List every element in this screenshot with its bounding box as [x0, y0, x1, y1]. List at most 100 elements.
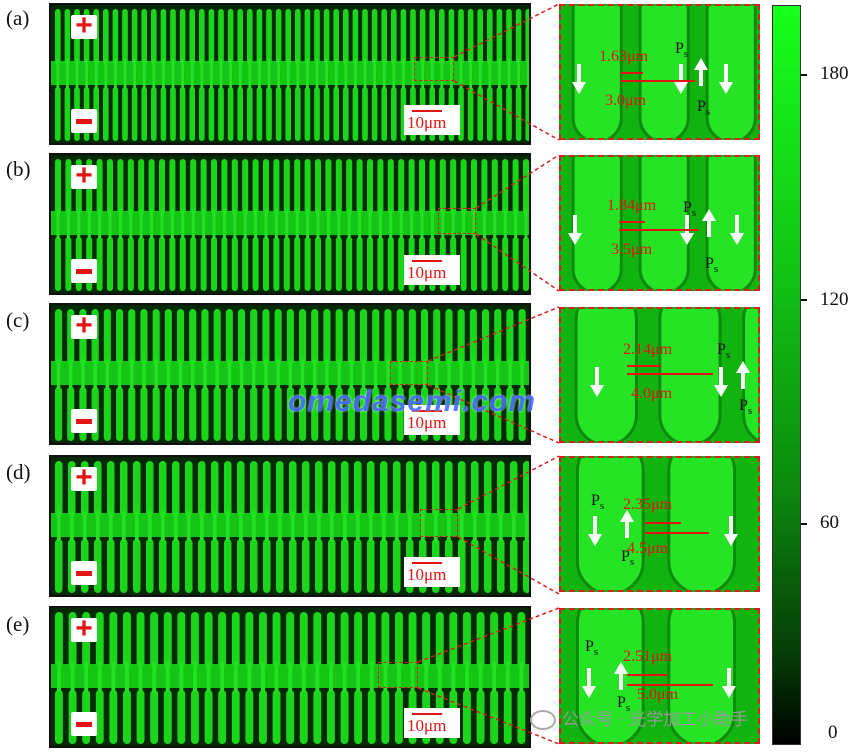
period-measure-top: 2.14μm — [623, 341, 673, 358]
scale-bar: 10μm — [404, 255, 460, 285]
scale-bar: 10μm — [404, 708, 460, 738]
scale-line — [412, 562, 442, 564]
scale-bar: 10μm — [404, 405, 460, 435]
minus-electrode — [71, 409, 97, 433]
minus-sign — [76, 119, 92, 124]
panel-label-b: (b) — [6, 157, 31, 181]
inset-a: 1.63μm 3.0μm Ps Ps — [559, 4, 760, 140]
measure-line-short — [627, 365, 661, 367]
inset-domains — [571, 6, 757, 138]
inset-domains — [568, 157, 757, 289]
ps-label: Ps — [739, 397, 753, 418]
scale-line — [412, 110, 442, 112]
measure-line-long — [627, 684, 713, 686]
arrow-down-icon — [572, 64, 586, 94]
period-measure-top: 1.84μm — [607, 197, 657, 214]
arrow-down-icon — [730, 215, 744, 245]
plus-electrode: + — [71, 11, 97, 41]
period-measure-top: 2.51μm — [623, 648, 673, 665]
scale-label: 10μm — [407, 413, 447, 432]
inset-e: 2.51μm 5.0μm Ps Ps — [559, 608, 760, 744]
arrow-up-icon — [736, 361, 750, 389]
inset-domains — [575, 610, 737, 742]
minus-electrode — [71, 259, 97, 283]
plus-electrode: + — [71, 161, 97, 191]
panel-label-d: (d) — [6, 460, 31, 484]
zoom-region-e — [378, 662, 418, 688]
ps-label: Ps — [697, 98, 711, 119]
scale-label: 10μm — [407, 565, 447, 584]
plus-sign: + — [75, 159, 93, 192]
panel-label-a: (a) — [6, 6, 30, 30]
measure-line-long — [645, 532, 709, 534]
zoom-region-b — [438, 208, 476, 234]
plus-electrode: + — [71, 311, 97, 341]
ps-label: Ps — [683, 199, 697, 220]
panel-label-e: (e) — [6, 612, 30, 636]
scale-label: 10μm — [407, 263, 447, 282]
scale-line — [412, 410, 442, 412]
plus-electrode: + — [71, 614, 97, 644]
minus-sign — [76, 419, 92, 424]
inset-domains — [575, 458, 738, 590]
arrow-down-icon — [568, 215, 582, 245]
plus-sign: + — [75, 461, 93, 494]
domain-image-e: + 10μm — [49, 606, 531, 748]
credit-text: 公众号 · 光学加工小助手 — [562, 710, 749, 730]
plus-electrode: + — [71, 463, 97, 493]
period-measure-bottom: 4.5μm — [627, 540, 669, 557]
ps-label: Ps — [675, 40, 689, 61]
minus-electrode — [71, 561, 97, 585]
zoom-region-d — [420, 509, 458, 537]
domain-image-b: + 10μm — [49, 153, 531, 295]
arrow-up-icon — [614, 662, 628, 690]
measure-line-long — [627, 373, 713, 375]
scale-line — [412, 713, 442, 715]
scale-label: 10μm — [407, 716, 447, 735]
colorbar-label: 120 — [820, 289, 849, 310]
colorbar-label: 180 — [820, 63, 849, 84]
arrow-up-icon — [702, 209, 716, 237]
colorbar-tick — [801, 74, 807, 76]
measure-line-short — [627, 674, 667, 676]
stripe-pattern — [51, 305, 529, 443]
arrow-down-icon — [680, 215, 694, 245]
arrow-up-icon — [694, 58, 708, 86]
period-measure-top: 1.63μm — [599, 48, 649, 65]
domain-image-a: + 10μm — [49, 3, 531, 145]
colorbar-label: 60 — [820, 512, 839, 533]
minus-sign — [76, 722, 92, 727]
measure-line-long — [621, 80, 695, 82]
minus-sign — [76, 571, 92, 576]
colorbar — [772, 5, 801, 745]
panel-label-c: (c) — [6, 308, 30, 332]
watermark: omedasemi.com — [288, 385, 537, 418]
arrow-down-icon — [724, 516, 738, 546]
minus-sign — [76, 269, 92, 274]
scale-line — [412, 260, 442, 262]
ps-label: Ps — [591, 492, 605, 513]
stripe-pattern — [51, 5, 529, 143]
measure-line-short — [645, 522, 681, 524]
plus-sign: + — [75, 612, 93, 645]
colorbar-tick — [801, 523, 807, 525]
arrow-down-icon — [582, 668, 596, 698]
measure-line-short — [619, 221, 645, 223]
zoom-region-c — [390, 361, 428, 385]
period-measure-bottom: 3.0μm — [605, 92, 647, 109]
arrow-down-icon — [719, 64, 733, 94]
domain-image-d: + 10μm — [49, 455, 531, 597]
period-measure-bottom: 3.5μm — [611, 241, 653, 258]
arrow-down-icon — [714, 367, 728, 397]
inset-b: 1.84μm 3.5μm Ps Ps — [559, 155, 760, 291]
ps-label: Ps — [621, 548, 635, 569]
inset-domains — [574, 309, 758, 441]
colorbar-label: 0 — [828, 722, 838, 743]
minus-electrode — [71, 109, 97, 133]
scale-bar: 10μm — [404, 105, 460, 135]
arrow-down-icon — [588, 516, 602, 546]
period-measure-top: 2.35μm — [623, 496, 673, 513]
arrow-down-icon — [590, 367, 604, 397]
scale-bar: 10μm — [404, 557, 460, 587]
